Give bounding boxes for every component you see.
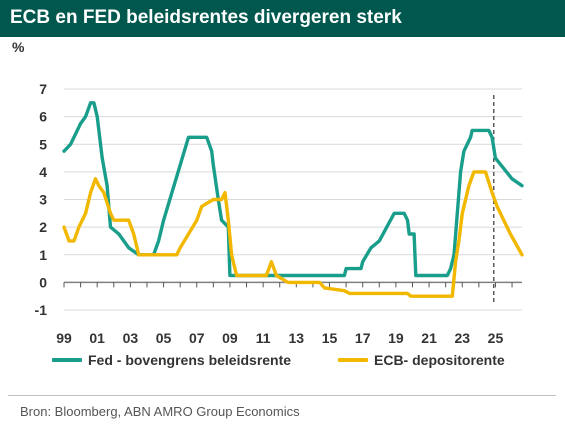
- source-note: Bron: Bloomberg, ABN AMRO Group Economic…: [20, 404, 300, 419]
- y-tick-label: 3: [39, 192, 47, 208]
- x-tick-label: 19: [388, 330, 404, 346]
- title-bar: ECB en FED beleidsrentes divergeren ster…: [0, 0, 565, 37]
- x-tick-label: 03: [123, 330, 139, 346]
- legend: Fed - bovengrens beleidsrente ECB- depos…: [52, 352, 532, 374]
- page-title: ECB en FED beleidsrentes divergeren ster…: [10, 7, 402, 28]
- legend-item-ecb: ECB- depositorente: [338, 352, 505, 368]
- x-tick-label: 01: [89, 330, 105, 346]
- legend-swatch-ecb: [338, 358, 368, 363]
- footer-divider: [8, 395, 556, 396]
- x-tick-label: 25: [488, 330, 504, 346]
- x-tick-label: 11: [256, 330, 271, 346]
- y-tick-label: 4: [39, 164, 47, 180]
- y-tick-label: 1: [39, 247, 47, 263]
- y-tick-label: -1: [35, 302, 48, 318]
- x-tick-label: 99: [56, 330, 72, 346]
- y-tick-label: 2: [39, 219, 47, 235]
- legend-item-fed: Fed - bovengrens beleidsrente: [52, 352, 291, 368]
- x-tick-label: 15: [322, 330, 338, 346]
- legend-label-fed: Fed - bovengrens beleidsrente: [88, 352, 292, 368]
- series-lines: [62, 101, 524, 298]
- y-axis-unit-label: %: [12, 39, 25, 55]
- y-tick-labels: -1 0 1 2 3 4 5 6 7: [35, 81, 48, 318]
- x-tick-labels: 99 01 03 05 07 09 11 13 15 17 19 21 23 25: [56, 330, 503, 346]
- legend-label-ecb: ECB- depositorente: [374, 352, 505, 368]
- x-axis: [63, 282, 513, 288]
- ecb-series-line: [62, 170, 524, 298]
- x-tick-label: 17: [355, 330, 371, 346]
- fed-series-line: [62, 101, 524, 278]
- y-tick-label: 7: [39, 81, 47, 97]
- x-tick-label: 05: [156, 330, 172, 346]
- y-tick-label: 5: [39, 136, 47, 152]
- x-tick-label: 21: [421, 330, 437, 346]
- y-tick-label: 0: [39, 274, 47, 290]
- y-tick-label: 6: [39, 109, 47, 125]
- x-tick-label: 07: [189, 330, 205, 346]
- x-tick-label: 09: [222, 330, 238, 346]
- x-tick-label: 13: [289, 330, 305, 346]
- legend-swatch-fed: [52, 358, 82, 363]
- x-tick-label: 23: [454, 330, 470, 346]
